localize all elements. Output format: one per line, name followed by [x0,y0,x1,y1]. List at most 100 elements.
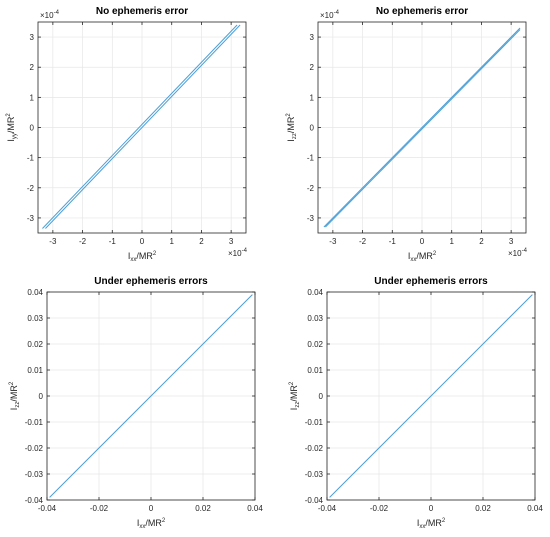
y-tick-label: 0.03 [307,314,323,323]
x-axis-label-sub: xx [130,257,136,263]
x-tick-label: -0.02 [370,504,389,513]
y-tick-label: -3 [27,214,35,223]
series-line [325,29,521,228]
y-axis-label-sup: 2 [286,113,292,117]
x-axis-label-base: I [408,251,411,261]
y-axis-label-sub: yy [12,133,18,139]
y-axis-label-base: I [289,408,299,411]
x-exponent-base: ×10 [508,249,522,258]
y-axis-label-sup: 2 [9,381,15,385]
x-tick-label: 2 [479,237,484,246]
x-tick-label: -3 [329,237,337,246]
x-axis-label-base: I [128,251,131,261]
y-tick-label: 0.01 [27,366,43,375]
x-tick-label: -3 [49,237,57,246]
x-tick-label: 2 [199,237,204,246]
x-exponent-base: ×10 [228,249,242,258]
y-tick-label: 2 [310,63,315,72]
series-line [45,24,241,229]
y-exponent-base: ×10 [320,11,334,20]
y-tick-label: 0 [310,124,315,133]
x-tick-label: -0.02 [90,504,109,513]
x-axis-label-sup: 2 [442,518,446,524]
y-tick-label: 0 [39,392,44,401]
y-tick-label: 0.04 [307,288,323,297]
x-exponent-label: ×10-4 [508,248,528,258]
series-line [42,24,238,229]
x-tick-label: 0 [140,237,145,246]
x-axis-label-sub: xx [139,524,145,530]
x-tick-label: 0.04 [527,504,543,513]
y-exponent-power: -4 [54,10,60,16]
x-tick-label: 0.02 [475,504,491,513]
x-axis-label-mid: /MR [136,251,153,261]
x-axis-label: Ixx/MR2 [417,518,446,530]
y-tick-label: -2 [307,184,315,193]
y-tick-label: 2 [30,63,35,72]
x-tick-label: 0.02 [195,504,211,513]
y-axis-label-sub: zz [295,402,301,408]
x-tick-label: 3 [509,237,514,246]
series-line [329,294,533,498]
x-tick-label: 0 [429,504,434,513]
y-tick-label: -0.02 [305,444,324,453]
y-axis-label-sup: 2 [6,113,12,117]
chart-title: No ephemeris error [376,6,468,17]
x-tick-label: 1 [169,237,174,246]
y-tick-label: -1 [307,154,315,163]
y-tick-label: 3 [310,33,315,42]
chart-3: -0.04 -0.02 0 0.02 0.04 -0.04 -0.03 -0.02 -0.01 0… [9,276,263,530]
y-exponent-power: -4 [334,10,340,16]
y-axis-label: Izz/MR2 [9,381,21,410]
x-exponent-power: -4 [522,248,528,254]
y-tick-label: -0.03 [305,470,324,479]
y-tick-label: -1 [27,154,35,163]
chart-title: Under ephemeris errors [374,276,488,287]
y-axis-label: Iyy/MR2 [6,113,18,142]
x-axis-label-mid: /MR [425,518,442,528]
y-tick-label: 1 [310,93,315,102]
series-line [323,27,521,228]
x-tick-label: -1 [109,237,117,246]
y-tick-label: -0.03 [25,470,44,479]
x-tick-label: -1 [389,237,397,246]
chart-title: Under ephemeris errors [94,276,208,287]
series-line [49,294,253,498]
y-tick-label: -0.04 [25,496,44,505]
y-axis-label-sub: zz [292,133,298,139]
x-exponent-label: ×10-4 [228,248,248,258]
x-axis-label-base: I [417,518,420,528]
x-axis-label: Ixx/MR2 [137,518,166,530]
y-axis-label-base: I [286,139,296,142]
y-axis-label-sup: 2 [289,381,295,385]
y-tick-label: 1 [30,93,35,102]
y-axis-label-mid: /MR [6,116,16,133]
x-tick-label: -0.04 [318,504,337,513]
x-tick-label: -0.04 [38,504,57,513]
y-tick-label: 3 [30,33,35,42]
x-tick-label: 1 [449,237,454,246]
x-tick-label: 0 [149,504,154,513]
x-axis-label-mid: /MR [145,518,162,528]
x-tick-label: 3 [229,237,234,246]
chart-title: No ephemeris error [96,6,188,17]
y-axis-label: Izz/MR2 [289,381,301,410]
y-axis-label-mid: /MR [9,385,19,402]
y-tick-label: 0.02 [307,340,323,349]
y-axis-label-base: I [6,139,16,142]
x-axis-label-sup: 2 [162,518,166,524]
y-tick-label: 0.01 [307,366,323,375]
x-axis-label-sup: 2 [433,251,437,257]
y-tick-label: 0.02 [27,340,43,349]
chart-4: -0.04 -0.02 0 0.02 0.04 -0.04 -0.03 -0.02 -0.01 0… [289,276,543,530]
y-axis-label-mid: /MR [286,116,296,133]
y-axis-label: Izz/MR2 [286,113,298,142]
y-tick-label: -0.01 [305,418,324,427]
x-tick-label: 0 [420,237,425,246]
y-exponent-label: ×10-4 [320,10,340,20]
x-axis-label-mid: /MR [416,251,433,261]
y-tick-label: 0.04 [27,288,43,297]
y-tick-label: -3 [307,214,315,223]
x-axis-label: Ixx/MR2 [408,251,437,263]
